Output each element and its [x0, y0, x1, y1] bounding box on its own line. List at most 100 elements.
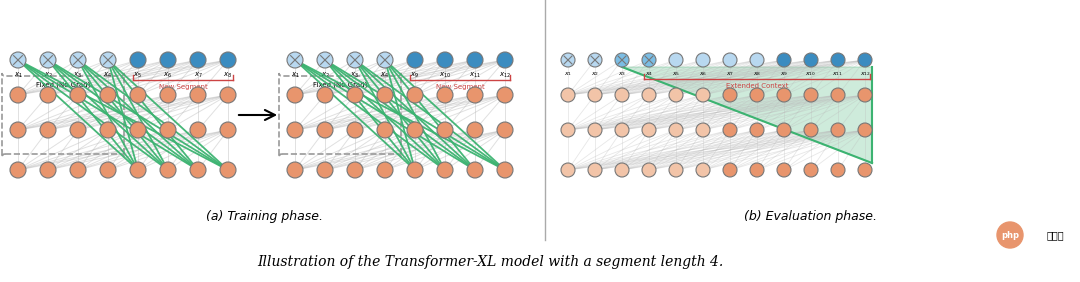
- Circle shape: [669, 88, 683, 102]
- Circle shape: [407, 87, 423, 103]
- Text: $x_8$: $x_8$: [753, 70, 761, 78]
- Circle shape: [130, 87, 146, 103]
- Circle shape: [858, 123, 872, 137]
- Circle shape: [70, 52, 86, 68]
- Text: Fixed (No Grad): Fixed (No Grad): [36, 82, 91, 89]
- Circle shape: [190, 87, 206, 103]
- Circle shape: [10, 162, 26, 178]
- Circle shape: [804, 163, 818, 177]
- Circle shape: [40, 52, 56, 68]
- Circle shape: [750, 88, 764, 102]
- Circle shape: [467, 52, 483, 68]
- Circle shape: [318, 87, 333, 103]
- Circle shape: [750, 123, 764, 137]
- Text: $x_7$: $x_7$: [726, 70, 734, 78]
- Circle shape: [750, 53, 764, 67]
- Text: $x_5$: $x_5$: [134, 71, 143, 80]
- Circle shape: [160, 162, 176, 178]
- Circle shape: [407, 52, 423, 68]
- Circle shape: [407, 162, 423, 178]
- Circle shape: [777, 123, 791, 137]
- Circle shape: [588, 163, 602, 177]
- Circle shape: [642, 123, 656, 137]
- Text: New Segment: New Segment: [435, 84, 484, 90]
- Circle shape: [220, 52, 237, 68]
- Text: (b) Evaluation phase.: (b) Evaluation phase.: [743, 210, 877, 223]
- Circle shape: [160, 52, 176, 68]
- Circle shape: [831, 163, 845, 177]
- Circle shape: [10, 122, 26, 138]
- Text: $x_{10}$: $x_{10}$: [806, 70, 816, 78]
- Circle shape: [588, 123, 602, 137]
- Text: Fixed (No Grad): Fixed (No Grad): [313, 82, 367, 89]
- Circle shape: [777, 88, 791, 102]
- Circle shape: [377, 162, 393, 178]
- Circle shape: [831, 123, 845, 137]
- Circle shape: [287, 162, 303, 178]
- Circle shape: [858, 88, 872, 102]
- Circle shape: [220, 162, 237, 178]
- Circle shape: [377, 122, 393, 138]
- Circle shape: [858, 53, 872, 67]
- Text: $x_3$: $x_3$: [618, 70, 626, 78]
- Circle shape: [723, 88, 737, 102]
- Circle shape: [696, 123, 710, 137]
- Circle shape: [561, 88, 575, 102]
- Circle shape: [437, 122, 453, 138]
- Circle shape: [407, 122, 423, 138]
- Circle shape: [723, 53, 737, 67]
- Circle shape: [190, 122, 206, 138]
- Text: $x_2$: $x_2$: [591, 70, 599, 78]
- Text: $x_9$: $x_9$: [780, 70, 788, 78]
- Text: $x_7$: $x_7$: [193, 71, 202, 80]
- Circle shape: [642, 163, 656, 177]
- Circle shape: [696, 88, 710, 102]
- Circle shape: [497, 52, 513, 68]
- Circle shape: [642, 53, 656, 67]
- Circle shape: [10, 87, 26, 103]
- Circle shape: [615, 53, 629, 67]
- Circle shape: [130, 122, 146, 138]
- Circle shape: [858, 163, 872, 177]
- Text: $x_5$: $x_5$: [672, 70, 680, 78]
- Circle shape: [437, 87, 453, 103]
- Circle shape: [190, 162, 206, 178]
- Polygon shape: [622, 67, 872, 163]
- Text: $x_1$: $x_1$: [564, 70, 572, 78]
- Circle shape: [437, 162, 453, 178]
- Circle shape: [615, 163, 629, 177]
- Circle shape: [497, 122, 513, 138]
- Circle shape: [40, 87, 56, 103]
- Circle shape: [467, 162, 483, 178]
- Circle shape: [497, 162, 513, 178]
- Circle shape: [561, 53, 575, 67]
- Text: $x_6$: $x_6$: [163, 71, 173, 80]
- Text: $x_2$: $x_2$: [43, 71, 53, 80]
- Circle shape: [130, 52, 146, 68]
- Text: $x_3$: $x_3$: [351, 71, 360, 80]
- Circle shape: [220, 122, 237, 138]
- Text: $x_8$: $x_8$: [224, 71, 232, 80]
- Circle shape: [347, 162, 363, 178]
- Circle shape: [220, 87, 237, 103]
- Circle shape: [615, 123, 629, 137]
- Text: $x_3$: $x_3$: [73, 71, 82, 80]
- Text: 中文网: 中文网: [1047, 230, 1065, 240]
- Circle shape: [100, 87, 116, 103]
- Circle shape: [100, 122, 116, 138]
- Text: (a) Training phase.: (a) Training phase.: [206, 210, 324, 223]
- Circle shape: [160, 122, 176, 138]
- Circle shape: [669, 53, 683, 67]
- Circle shape: [696, 53, 710, 67]
- Circle shape: [804, 53, 818, 67]
- Circle shape: [437, 52, 453, 68]
- Circle shape: [100, 52, 116, 68]
- Circle shape: [777, 163, 791, 177]
- Text: Illustration of the Transformer-XL model with a segment length 4.: Illustration of the Transformer-XL model…: [257, 255, 724, 269]
- Text: New Segment: New Segment: [159, 84, 207, 90]
- Circle shape: [615, 88, 629, 102]
- Text: $x_9$: $x_9$: [410, 71, 419, 80]
- Circle shape: [287, 87, 303, 103]
- Circle shape: [831, 53, 845, 67]
- Text: $x_{11}$: $x_{11}$: [469, 71, 481, 80]
